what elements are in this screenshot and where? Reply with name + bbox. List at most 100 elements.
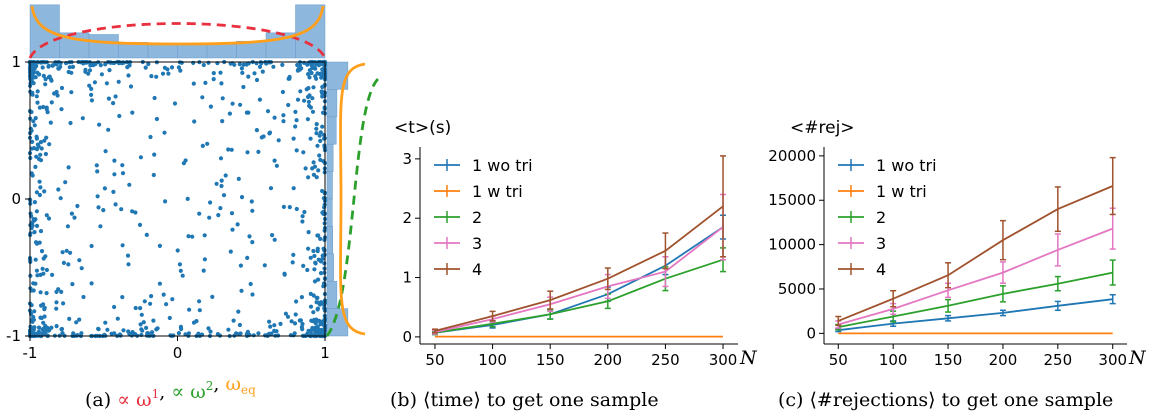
scatter-point bbox=[235, 222, 240, 227]
scatter-point bbox=[112, 158, 117, 163]
x-tick-label: 150 bbox=[536, 351, 565, 369]
scatter-point bbox=[163, 199, 168, 204]
scatter-point bbox=[197, 308, 202, 313]
scatter-point bbox=[65, 224, 70, 229]
scatter-point bbox=[154, 327, 159, 332]
scatter-point bbox=[67, 65, 72, 70]
scatter-point bbox=[47, 142, 52, 147]
scatter-point bbox=[95, 169, 100, 174]
scatter-point bbox=[149, 294, 154, 299]
scatter-point bbox=[294, 206, 299, 212]
y-tick-label: 0 bbox=[402, 328, 412, 346]
top-hist-bar bbox=[206, 43, 237, 59]
scatter-point bbox=[259, 135, 264, 140]
scatter-point bbox=[33, 217, 38, 222]
scatter-point bbox=[48, 120, 53, 125]
scatter-point bbox=[44, 107, 49, 112]
scatter-point bbox=[197, 299, 202, 304]
scatter-point bbox=[319, 71, 324, 76]
scatter-point bbox=[318, 130, 323, 135]
scatter-point bbox=[138, 155, 143, 160]
scatter-point bbox=[314, 175, 319, 180]
scatter-point bbox=[83, 67, 88, 72]
scatter-point bbox=[238, 331, 243, 336]
scatter-point bbox=[66, 69, 71, 75]
scatter-point bbox=[316, 327, 321, 332]
scatter-point bbox=[38, 272, 43, 277]
scatter-point bbox=[37, 325, 42, 330]
scatter-point bbox=[232, 62, 237, 67]
y-tick-label: 3 bbox=[402, 150, 412, 168]
scatter-point bbox=[37, 192, 43, 198]
scatter-point bbox=[32, 309, 37, 314]
legend-label: 1 wo tri bbox=[876, 156, 937, 175]
x-tick-label: 150 bbox=[934, 351, 963, 369]
scatter-point bbox=[299, 295, 304, 300]
scatter-point bbox=[38, 290, 43, 295]
scatter-point bbox=[152, 95, 157, 101]
scatter-point bbox=[109, 331, 114, 336]
y-axis-label: <t>(s) bbox=[394, 118, 451, 138]
scatter-point bbox=[41, 104, 46, 110]
scatter-point bbox=[33, 332, 38, 337]
caption-part: ∝ ω bbox=[117, 389, 151, 411]
scatter-point bbox=[38, 158, 44, 163]
scatter-point bbox=[148, 134, 153, 140]
scatter-point bbox=[177, 262, 182, 267]
scatter-point bbox=[169, 65, 175, 70]
scatter-point bbox=[29, 139, 35, 144]
scatter-point bbox=[92, 80, 97, 85]
scatter-point bbox=[54, 300, 59, 305]
scatter-point bbox=[191, 81, 196, 86]
scatter-point bbox=[146, 61, 151, 67]
scatter-point bbox=[281, 119, 286, 124]
scatter-point bbox=[265, 333, 270, 338]
scatter-point bbox=[185, 196, 190, 201]
scatter-point bbox=[33, 116, 38, 121]
scatter-point bbox=[287, 76, 292, 81]
scatter-point bbox=[270, 233, 275, 238]
right-hist-bar bbox=[326, 226, 333, 255]
scatter-point bbox=[143, 65, 148, 70]
scatter-point bbox=[272, 323, 277, 328]
scatter-point bbox=[39, 249, 45, 254]
scatter-point bbox=[75, 203, 80, 209]
caption-b: (b) ⟨time⟩ to get one sample bbox=[390, 389, 659, 411]
scatter-point bbox=[234, 331, 239, 336]
scatter-point bbox=[29, 226, 34, 231]
scatter-point bbox=[59, 107, 64, 112]
scatter-point bbox=[227, 111, 232, 116]
series-line bbox=[434, 226, 724, 334]
scatter-point bbox=[299, 325, 304, 330]
orange-curve-right bbox=[339, 62, 366, 336]
scatter-point bbox=[152, 152, 157, 157]
scatter-point bbox=[38, 140, 44, 145]
scatter-point bbox=[142, 299, 147, 304]
scatter-point bbox=[32, 230, 37, 235]
scatter-point bbox=[192, 119, 197, 124]
scatter-point bbox=[214, 181, 219, 186]
scatter-point bbox=[211, 77, 216, 82]
scatter-point bbox=[239, 66, 244, 71]
scatter-point bbox=[236, 309, 241, 314]
scatter-point bbox=[321, 67, 326, 72]
scatter-point bbox=[262, 263, 267, 268]
scatter-point bbox=[247, 234, 252, 239]
x-tick-label: 100 bbox=[879, 351, 908, 369]
scatter-point bbox=[150, 330, 155, 335]
scatter-point bbox=[207, 215, 212, 220]
scatter-point bbox=[31, 314, 36, 320]
scatter-point bbox=[268, 324, 273, 329]
caption-part: ω bbox=[225, 373, 241, 395]
scatter-point bbox=[219, 178, 224, 183]
y-tick-label: 20000 bbox=[768, 147, 816, 165]
caption-superscript: 2 bbox=[206, 379, 214, 393]
scatter-point bbox=[130, 209, 135, 214]
scatter-point bbox=[256, 331, 261, 336]
scatter-point bbox=[226, 327, 231, 332]
scatter-point bbox=[282, 271, 287, 276]
caption-superscript: 1 bbox=[152, 387, 160, 401]
y-tick-label: 1 bbox=[402, 269, 412, 287]
scatter-point bbox=[272, 237, 277, 242]
scatter-point bbox=[315, 71, 320, 76]
